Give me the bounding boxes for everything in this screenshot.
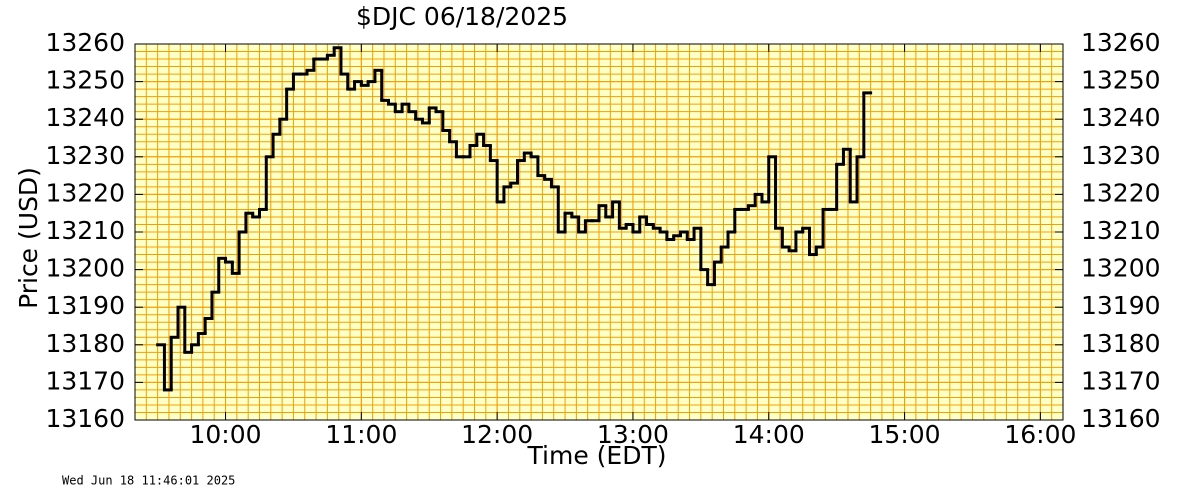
y-tick-label: 13170 — [45, 366, 125, 395]
y-tick-label-right: 13240 — [1081, 103, 1161, 132]
y-tick-label: 13230 — [45, 141, 125, 170]
x-tick-label: 16:00 — [1004, 420, 1076, 449]
y-tick-label: 13190 — [45, 291, 125, 320]
x-tick-label: 10:00 — [190, 420, 262, 449]
y-tick-label-right: 13220 — [1081, 178, 1161, 207]
y-tick-label-right: 13260 — [1081, 28, 1161, 57]
y-tick-label: 13220 — [45, 178, 125, 207]
y-tick-label-right: 13190 — [1081, 291, 1161, 320]
y-tick-label: 13200 — [45, 254, 125, 283]
y-tick-label: 13260 — [45, 28, 125, 57]
y-tick-label-right: 13180 — [1081, 329, 1161, 358]
x-axis-label: Time (EDT) — [527, 441, 667, 470]
y-tick-label-right: 13200 — [1081, 254, 1161, 283]
timestamp: Wed Jun 18 11:46:01 2025 — [62, 474, 235, 488]
x-tick-label: 14:00 — [733, 420, 805, 449]
y-tick-label: 13160 — [45, 404, 125, 433]
y-tick-label: 13250 — [45, 66, 125, 95]
y-axis-label: Price (USD) — [14, 167, 43, 309]
x-tick-label: 13:00 — [597, 420, 669, 449]
y-tick-label: 13240 — [45, 103, 125, 132]
y-tick-label-right: 13170 — [1081, 366, 1161, 395]
y-tick-label-right: 13250 — [1081, 66, 1161, 95]
chart-title: $DJC 06/18/2025 — [356, 2, 568, 31]
y-tick-label-right: 13230 — [1081, 141, 1161, 170]
plot-frame — [134, 43, 1064, 421]
y-tick-label-right: 13210 — [1081, 216, 1161, 245]
x-tick-label: 12:00 — [461, 420, 533, 449]
x-tick-label: 11:00 — [325, 420, 397, 449]
y-tick-label: 13210 — [45, 216, 125, 245]
y-tick-label-right: 13160 — [1081, 404, 1161, 433]
y-tick-label: 13180 — [45, 329, 125, 358]
x-tick-label: 15:00 — [869, 420, 941, 449]
